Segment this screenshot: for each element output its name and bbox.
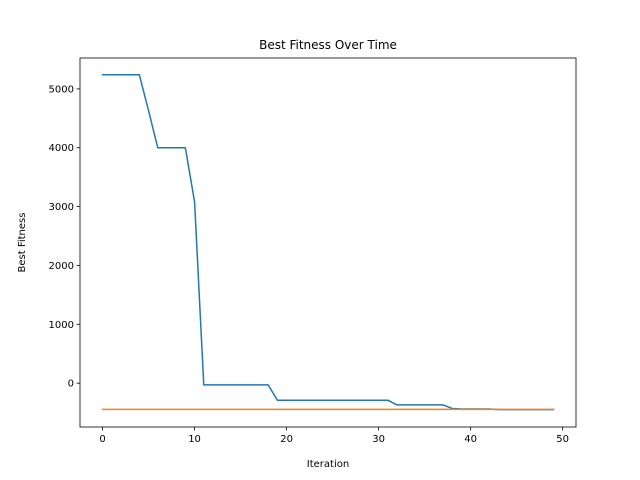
x-axis-title: Iteration [307,459,349,470]
x-tick-label: 20 [280,434,293,445]
series-layer [101,74,555,411]
x-tick-label: 30 [372,434,385,445]
y-axis-title: Best Fitness [17,213,28,273]
chart-title: Best Fitness Over Time [259,38,397,52]
y-tick-label: 3000 [49,202,74,213]
y-tick-label: 1000 [49,320,74,331]
y-tick-label: 5000 [49,84,74,95]
x-tick-label: 50 [556,434,569,445]
y-tick-label: 2000 [49,261,74,272]
x-axis: 0 10 20 30 40 50 [99,427,569,445]
x-tick-label: 10 [188,434,201,445]
y-tick-label: 4000 [49,143,74,154]
x-tick-label: 40 [464,434,477,445]
plot-frame [79,57,577,428]
x-tick-label: 0 [99,434,105,445]
plot-area [80,58,576,427]
y-tick-label: 0 [68,379,74,390]
y-axis: 0 1000 2000 3000 4000 5000 [49,84,80,390]
